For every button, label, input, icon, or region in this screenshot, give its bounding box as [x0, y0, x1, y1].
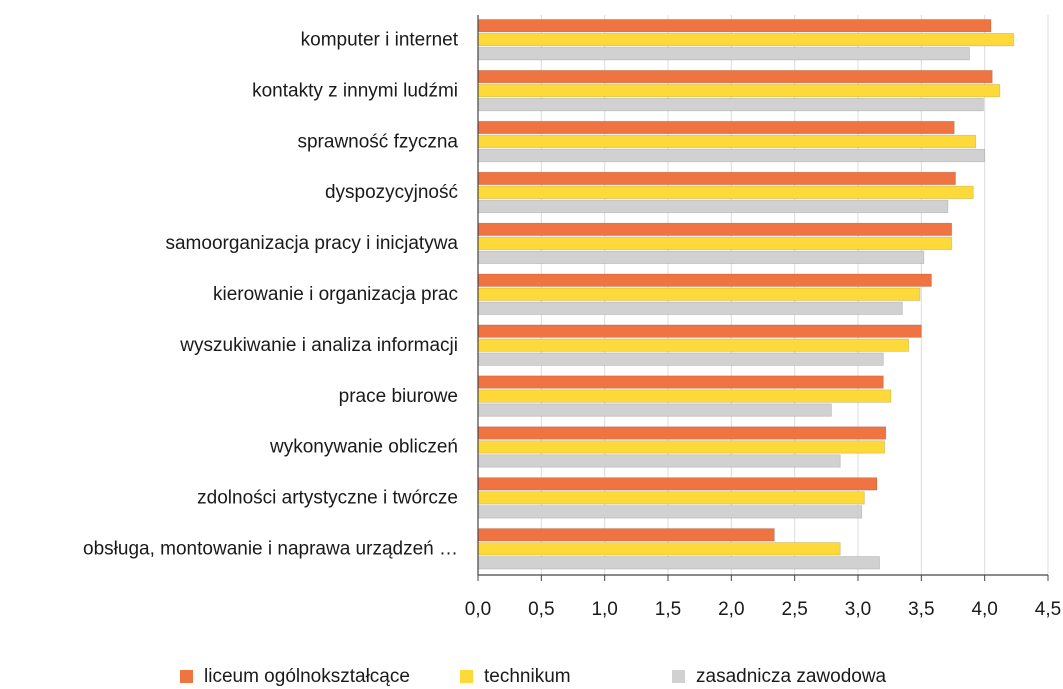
y-tick-label: prace biurowe: [339, 386, 458, 407]
y-tick-label: wykonywanie obliczeń: [269, 437, 458, 458]
bar: [477, 505, 863, 519]
bar: [477, 83, 1001, 98]
bar: [477, 426, 887, 440]
bar: [477, 352, 884, 366]
bar: [477, 171, 956, 186]
bar: [477, 273, 932, 287]
bar: [477, 148, 986, 163]
bar: [477, 19, 992, 33]
bar: [477, 287, 921, 301]
bar: [477, 120, 955, 135]
legend-label: zasadnicza zawodowa: [696, 666, 887, 687]
bar: [477, 250, 925, 264]
bar: [477, 556, 880, 570]
legend-swatch: [460, 670, 473, 683]
y-tick-label: sprawność fzyczna: [297, 131, 458, 152]
bar: [477, 69, 993, 84]
bar: [477, 199, 949, 214]
bar: [477, 324, 922, 338]
x-tick-label: 3,0: [845, 599, 871, 620]
legend-label: technikum: [484, 666, 571, 687]
y-tick-label: samoorganizacja pracy i inicjatywa: [165, 233, 458, 254]
bar: [477, 389, 892, 403]
bar: [477, 491, 865, 505]
bar: [477, 33, 1015, 47]
y-tick-label: zdolności artystyczne i twórcze: [197, 488, 458, 509]
x-tick-label: 1,5: [655, 599, 681, 620]
x-tick-label: 4,0: [971, 599, 997, 620]
bar: [477, 47, 970, 61]
x-tick-label: 2,5: [781, 599, 807, 620]
x-tick-label: 0,5: [528, 599, 554, 620]
y-tick-label: kierowanie i organizacja prac: [213, 284, 458, 305]
bar: [477, 477, 878, 491]
x-tick-label: 0,0: [465, 599, 491, 620]
bar: [477, 528, 775, 542]
bar: [477, 301, 903, 315]
bar: [477, 338, 910, 352]
bar: [477, 134, 977, 149]
x-tick-label: 4,5: [1035, 599, 1061, 620]
bar: [477, 454, 841, 468]
legend-swatch: [180, 670, 193, 683]
y-tick-label: wyszukiwanie i analiza informacji: [179, 335, 458, 356]
y-tick-label: kontakty z innymi ludźmi: [252, 80, 458, 101]
bar: [477, 440, 886, 454]
bar: [477, 222, 953, 236]
x-tick-label: 1,0: [591, 599, 617, 620]
bar: [477, 185, 974, 200]
bar: [477, 542, 841, 556]
bar: [477, 97, 984, 112]
y-tick-label: obsługa, montowanie i naprawa urządzeń …: [83, 539, 458, 560]
bar: [477, 375, 884, 389]
y-tick-label: dyspozycyjność: [325, 182, 458, 203]
x-tick-label: 3,5: [908, 599, 934, 620]
bar: [477, 403, 832, 417]
legend-swatch: [672, 670, 685, 683]
y-tick-label: komputer i internet: [301, 29, 459, 50]
bar: [477, 236, 953, 250]
legend-label: liceum ogólnokształcące: [204, 666, 410, 687]
x-tick-label: 2,0: [718, 599, 744, 620]
